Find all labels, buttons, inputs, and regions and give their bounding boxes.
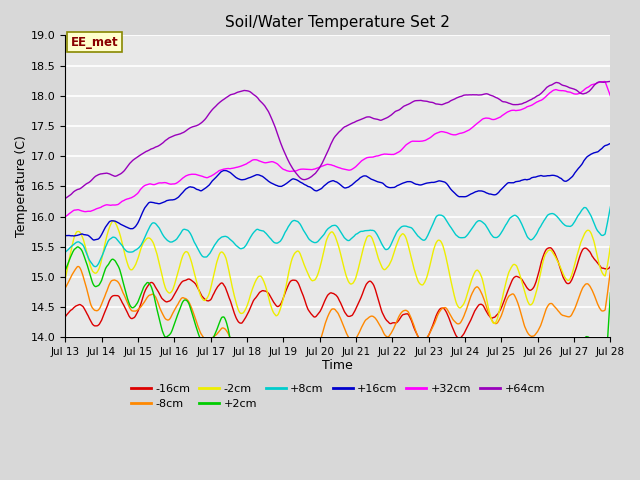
- Text: EE_met: EE_met: [70, 36, 118, 49]
- +64cm: [420, 98, 428, 104]
- -2cm: [607, 243, 614, 249]
- X-axis label: Time: Time: [323, 359, 353, 372]
- -8cm: [422, 337, 429, 343]
- -2cm: [184, 249, 191, 255]
- Y-axis label: Temperature (C): Temperature (C): [15, 135, 28, 237]
- +16cm: [128, 226, 136, 232]
- -16cm: [183, 277, 191, 283]
- -16cm: [404, 312, 412, 317]
- -8cm: [184, 297, 191, 303]
- +8cm: [61, 249, 69, 255]
- +32cm: [71, 207, 79, 213]
- +64cm: [212, 104, 220, 109]
- +16cm: [607, 141, 614, 146]
- -8cm: [607, 267, 614, 273]
- Line: -16cm: -16cm: [65, 248, 611, 341]
- -8cm: [212, 332, 220, 338]
- -2cm: [405, 244, 413, 250]
- -16cm: [421, 337, 429, 343]
- Line: -2cm: -2cm: [65, 221, 611, 324]
- +8cm: [128, 249, 136, 255]
- -2cm: [212, 262, 220, 267]
- +2cm: [61, 267, 69, 273]
- +16cm: [405, 179, 413, 184]
- +64cm: [607, 78, 614, 84]
- +16cm: [61, 233, 69, 239]
- -16cm: [71, 304, 79, 310]
- +2cm: [607, 290, 614, 296]
- +32cm: [212, 170, 220, 176]
- Line: +2cm: +2cm: [65, 247, 611, 423]
- -8cm: [273, 367, 281, 373]
- -8cm: [406, 312, 413, 317]
- +8cm: [92, 264, 99, 269]
- +2cm: [456, 420, 463, 426]
- +2cm: [405, 362, 413, 368]
- -16cm: [127, 315, 135, 321]
- Line: +64cm: +64cm: [65, 81, 611, 198]
- -2cm: [491, 321, 499, 326]
- +2cm: [421, 400, 429, 406]
- +8cm: [421, 237, 429, 243]
- Line: +8cm: +8cm: [65, 207, 611, 266]
- +16cm: [184, 185, 191, 191]
- +16cm: [90, 237, 98, 243]
- +32cm: [420, 138, 428, 144]
- +32cm: [404, 141, 412, 146]
- -16cm: [419, 338, 426, 344]
- -8cm: [61, 285, 69, 290]
- +16cm: [71, 233, 79, 239]
- +8cm: [212, 240, 220, 246]
- -16cm: [607, 264, 614, 269]
- +2cm: [184, 298, 191, 304]
- +64cm: [183, 127, 191, 133]
- +2cm: [71, 246, 79, 252]
- -2cm: [109, 218, 117, 224]
- -2cm: [61, 276, 69, 282]
- +64cm: [127, 159, 135, 165]
- +64cm: [71, 188, 79, 193]
- Legend: -16cm, -8cm, -2cm, +2cm, +8cm, +16cm, +32cm, +64cm: -16cm, -8cm, -2cm, +2cm, +8cm, +16cm, +3…: [126, 379, 550, 414]
- +32cm: [127, 195, 135, 201]
- -16cm: [61, 314, 69, 320]
- Line: +32cm: +32cm: [65, 82, 611, 217]
- +64cm: [61, 195, 69, 201]
- Title: Soil/Water Temperature Set 2: Soil/Water Temperature Set 2: [225, 15, 451, 30]
- -16cm: [547, 245, 554, 251]
- -2cm: [421, 279, 429, 285]
- +8cm: [71, 240, 79, 246]
- +32cm: [183, 173, 191, 179]
- -2cm: [128, 267, 136, 273]
- -16cm: [212, 288, 220, 293]
- -8cm: [128, 308, 136, 314]
- +8cm: [184, 228, 191, 233]
- +32cm: [607, 93, 614, 99]
- -8cm: [71, 267, 79, 273]
- +2cm: [74, 244, 81, 250]
- +2cm: [128, 305, 136, 311]
- +32cm: [600, 79, 608, 84]
- +8cm: [607, 204, 614, 210]
- Line: +16cm: +16cm: [65, 144, 611, 240]
- -2cm: [71, 232, 79, 238]
- +64cm: [404, 102, 412, 108]
- +16cm: [212, 174, 220, 180]
- +32cm: [61, 214, 69, 220]
- +2cm: [212, 329, 220, 335]
- -8cm: [74, 264, 82, 269]
- Line: -8cm: -8cm: [65, 266, 611, 370]
- +8cm: [405, 224, 413, 230]
- +16cm: [421, 181, 429, 187]
